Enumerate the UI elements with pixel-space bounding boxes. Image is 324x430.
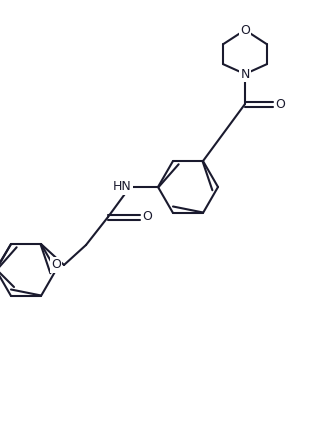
Text: O: O bbox=[51, 258, 61, 271]
Text: O: O bbox=[142, 211, 152, 224]
Text: O: O bbox=[240, 24, 250, 37]
Text: O: O bbox=[275, 98, 285, 111]
Text: HN: HN bbox=[113, 181, 131, 194]
Text: N: N bbox=[240, 68, 250, 80]
